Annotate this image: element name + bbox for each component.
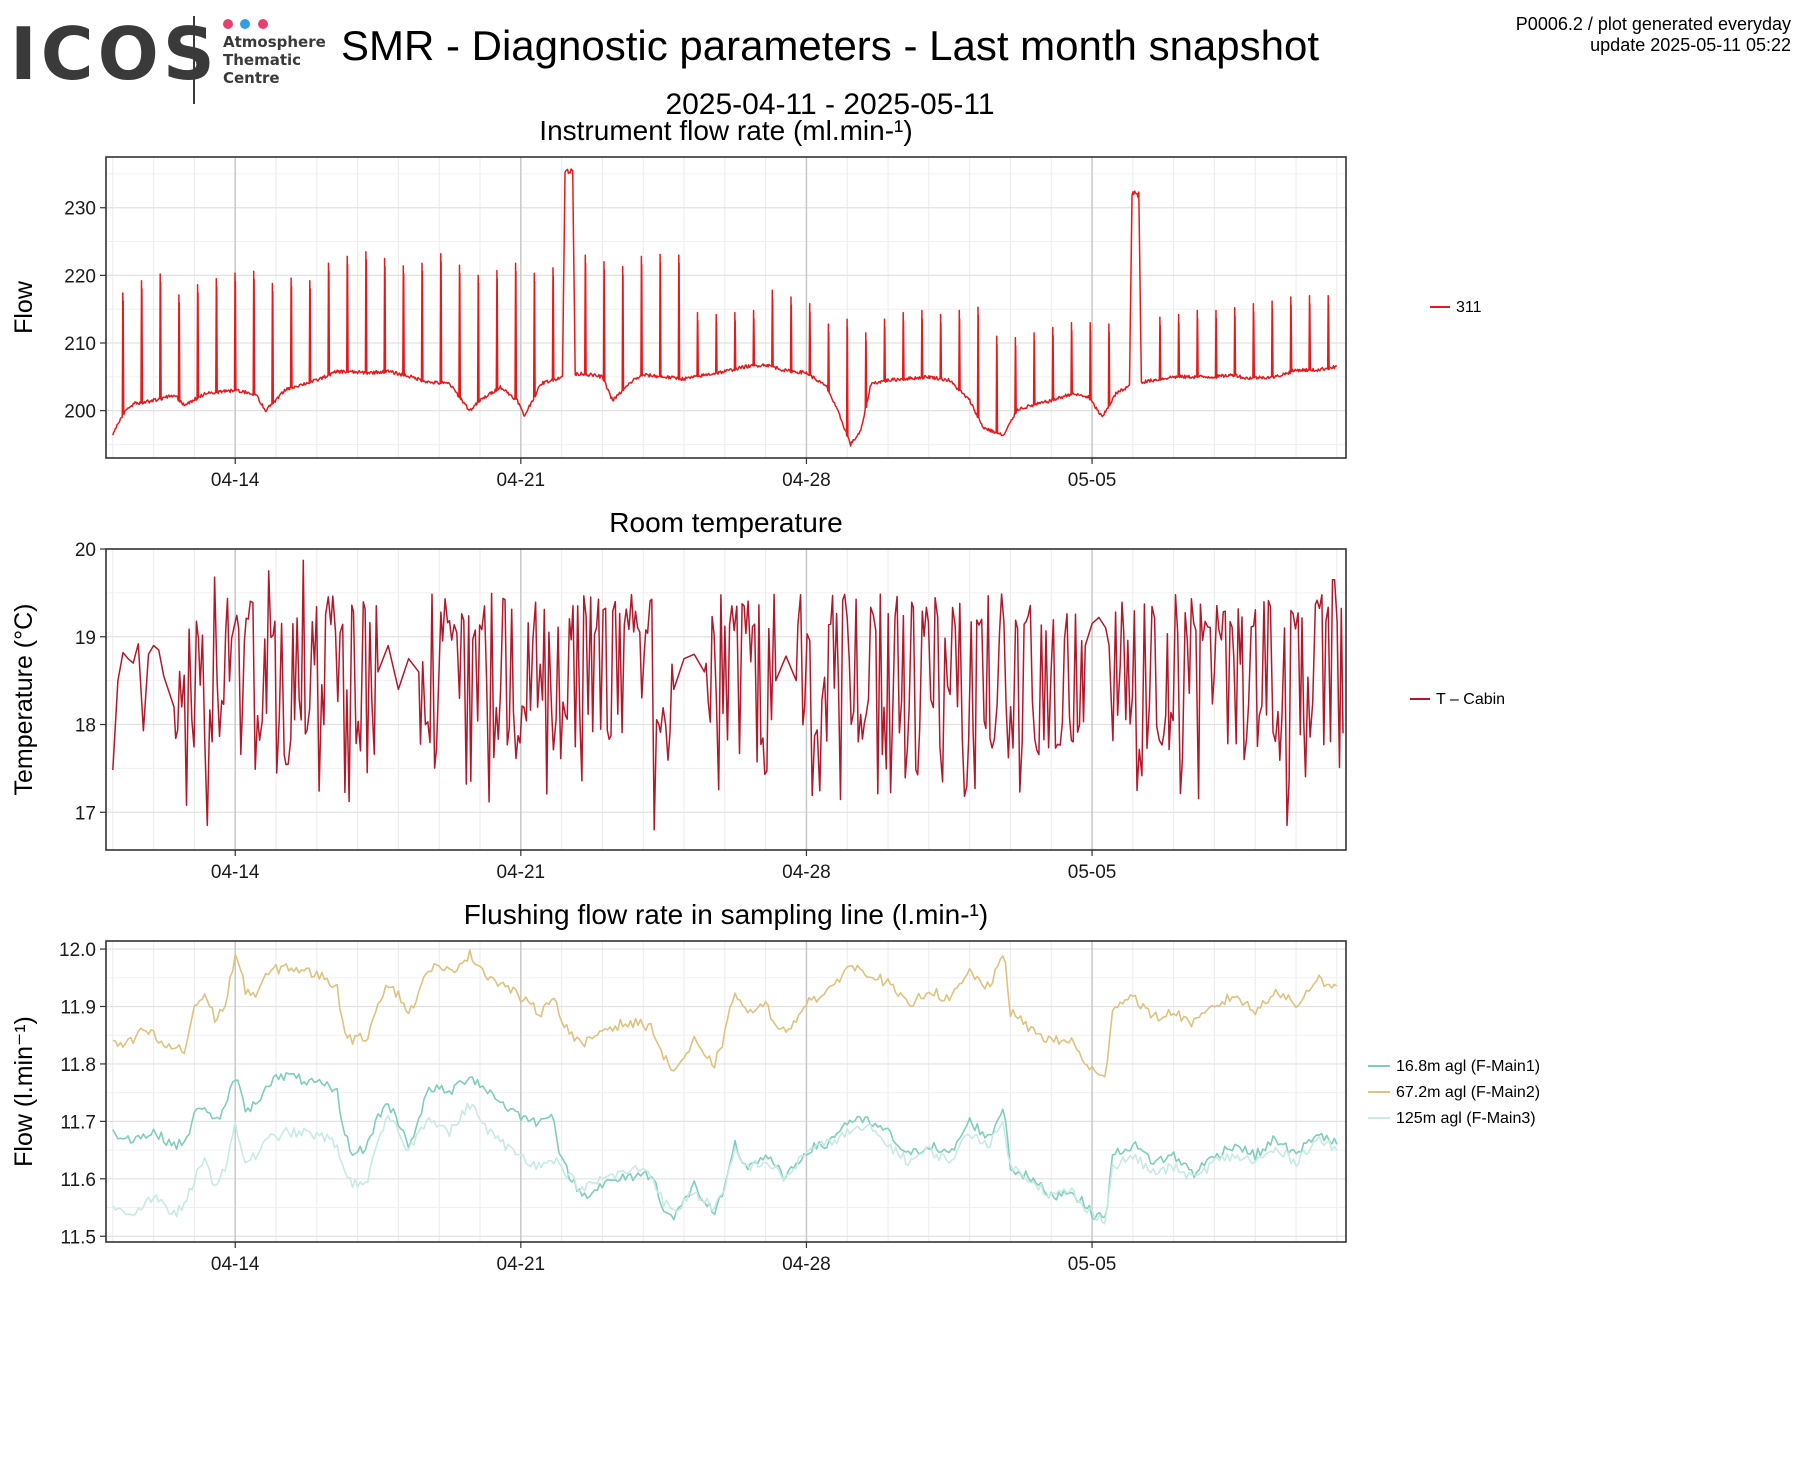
chart-panel-1: 200 210 220 230 04-14 04-21 04-28 05-05 Instrume… (10, 115, 1482, 491)
data-layer (112, 168, 1338, 447)
y-tick-label: 11.6 (60, 1170, 96, 1191)
logo-subtitle: Atmosphere Thematic Centre (223, 33, 326, 87)
y-tick-label: 220 (64, 266, 96, 287)
y-axis-label: Flow (10, 280, 38, 334)
legend-label: 125m agl (F-Main3) (1396, 1110, 1536, 1127)
plot-info-line-2: update 2025-05-11 05:22 (1590, 35, 1791, 55)
logo-dots-icon (223, 16, 271, 29)
y-tick-label: 210 (64, 334, 96, 355)
x-tick-label: 04-14 (211, 1254, 260, 1275)
x-tick-label: 04-14 (211, 470, 260, 491)
panel-border (105, 940, 1347, 1243)
logo-line-1: Atmosphere (223, 33, 326, 51)
plot-info: P0006.2 / plot generated everyday update… (1516, 14, 1791, 56)
y-axis-label: Temperature (°C) (10, 604, 38, 796)
y-tick-label: 12.0 (59, 940, 96, 961)
page-header: ICOS Atmosphere Thematic Centre SMR - Di… (0, 0, 1800, 130)
date-range-subtitle: 2025-04-11 - 2025-05-11 (665, 88, 995, 121)
legend-label: T – Cabin (1436, 691, 1505, 708)
y-tick-label: 11.8 (60, 1055, 96, 1076)
x-tick-label: 04-28 (782, 1254, 831, 1275)
y-tick-label: 19 (75, 628, 96, 649)
x-tick-label: 04-21 (497, 1254, 546, 1275)
x-tick-label: 04-28 (782, 470, 831, 491)
y-tick-label: 17 (75, 803, 96, 824)
logo-line-3: Centre (223, 69, 280, 87)
x-tick-label: 04-21 (497, 470, 546, 491)
chart-title: Room temperature (609, 507, 842, 538)
y-tick-label: 18 (75, 716, 96, 737)
logo-dot-3 (257, 19, 268, 29)
y-tick-label: 11.5 (60, 1227, 96, 1248)
x-tick-label: 05-05 (1068, 1254, 1117, 1275)
series-line-1 (112, 168, 1338, 447)
plot-background (106, 941, 1346, 1242)
chart-title: Flushing flow rate in sampling line (l.m… (464, 899, 988, 930)
y-tick-label: 230 (64, 199, 96, 220)
logo-divider (193, 16, 195, 104)
panel-border (105, 548, 1347, 851)
panel-border (105, 156, 1347, 459)
plot-info-line-1: P0006.2 / plot generated everyday (1515, 14, 1791, 34)
chart-panel-3: 11.5 11.6 11.7 11.8 11.9 12.0 04-14 04-21 04-28 0… (10, 899, 1540, 1275)
y-axis-label: Flow (l.min⁻¹) (10, 1016, 38, 1167)
legend-label: 67.2m agl (F-Main2) (1396, 1084, 1540, 1101)
x-tick-label: 04-21 (497, 862, 546, 883)
logo-dot-2 (240, 19, 251, 29)
data-layer (112, 559, 1344, 831)
data-layer (112, 949, 1338, 1225)
logo-wordmark: ICOS (10, 12, 219, 96)
series-line-2 (112, 949, 1338, 1078)
x-tick-label: 04-28 (782, 862, 831, 883)
x-tick-label: 05-05 (1068, 470, 1117, 491)
x-tick-label: 05-05 (1068, 862, 1117, 883)
y-tick-label: 11.9 (60, 997, 96, 1018)
y-tick-label: 200 (64, 402, 96, 423)
y-tick-label: 11.7 (60, 1112, 96, 1133)
chart-panel-2: 17 18 19 20 04-14 04-21 04-28 05-05 Room tempera… (10, 507, 1505, 883)
logo-dot-1 (223, 19, 233, 29)
legend-label: 311 (1456, 299, 1482, 316)
series-line-1 (112, 559, 1344, 831)
chart-title: Instrument flow rate (ml.min-¹) (539, 115, 912, 146)
legend-label: 16.8m agl (F-Main1) (1396, 1058, 1540, 1075)
page-title: SMR - Diagnostic parameters - Last month… (340, 22, 1320, 69)
series-line-3 (112, 1102, 1338, 1225)
icos-logo: ICOS Atmosphere Thematic Centre (10, 10, 330, 110)
x-tick-label: 04-14 (211, 862, 260, 883)
y-tick-label: 20 (75, 540, 96, 561)
logo-line-2: Thematic (223, 51, 302, 69)
